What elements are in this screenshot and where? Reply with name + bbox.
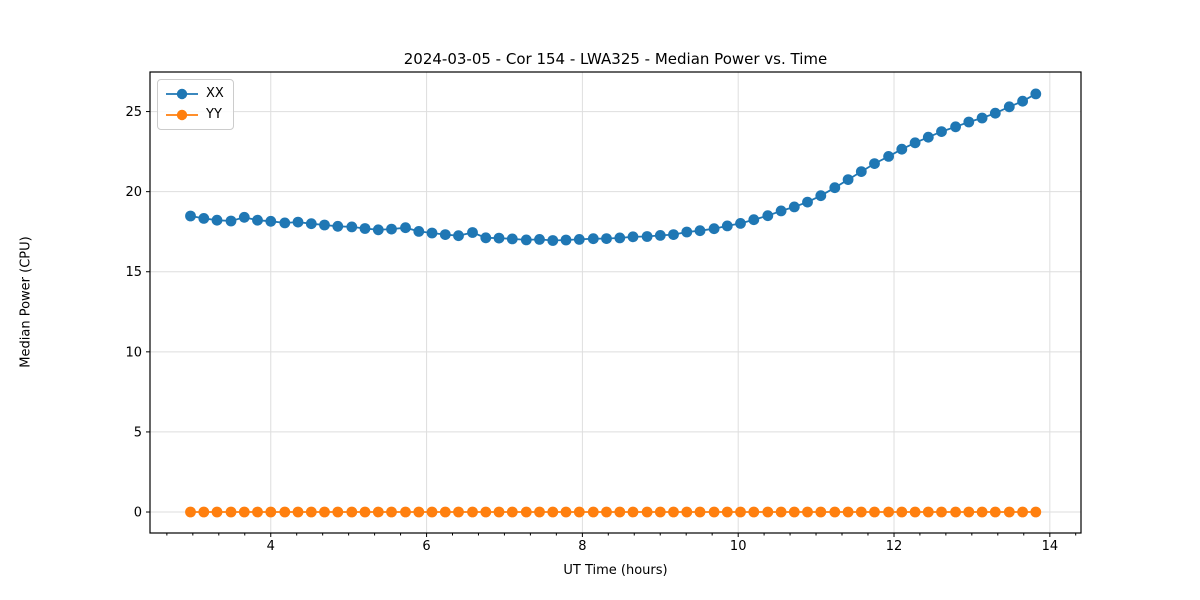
- svg-text:4: 4: [267, 539, 275, 554]
- svg-text:0: 0: [134, 506, 142, 521]
- legend-label: YY: [206, 107, 222, 122]
- svg-text:8: 8: [578, 539, 586, 554]
- x-axis-label: UT Time (hours): [563, 563, 668, 578]
- legend-label: XX: [206, 86, 224, 101]
- chart-title: 2024-03-05 - Cor 154 - LWA325 - Median P…: [403, 50, 828, 68]
- svg-text:10: 10: [730, 539, 747, 554]
- series-xx-line: [190, 93, 1037, 242]
- axis-ticks: [146, 111, 1077, 537]
- svg-text:5: 5: [134, 425, 142, 440]
- legend-line-marker-icon: [166, 109, 198, 121]
- axes-frame: [149, 71, 1082, 534]
- legend-line-marker-icon: [166, 88, 198, 100]
- svg-text:14: 14: [1042, 539, 1059, 554]
- svg-text:20: 20: [125, 185, 142, 200]
- legend-item-xx: XX: [165, 85, 224, 103]
- series-yy: [185, 506, 1042, 518]
- x-tick-labels: 4 6 8 10 12 14: [267, 539, 1058, 554]
- legend-item-yy: YY: [165, 106, 224, 124]
- series-yy-markers: [185, 506, 1042, 518]
- svg-text:10: 10: [125, 345, 142, 360]
- legend: XX YY: [157, 79, 234, 130]
- gridlines: [150, 72, 1081, 533]
- svg-text:12: 12: [886, 539, 903, 554]
- svg-text:25: 25: [125, 105, 142, 120]
- svg-text:15: 15: [125, 265, 142, 280]
- series-xx: [185, 88, 1042, 246]
- series-xx-markers: [185, 88, 1042, 246]
- svg-text:6: 6: [422, 539, 430, 554]
- y-axis-label: Median Power (CPU): [18, 236, 34, 368]
- y-tick-labels: 0 5 10 15 20 25: [125, 105, 142, 520]
